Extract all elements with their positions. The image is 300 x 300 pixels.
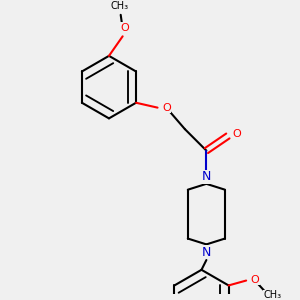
Text: CH₃: CH₃ xyxy=(111,1,129,11)
Text: O: O xyxy=(162,103,171,112)
Text: O: O xyxy=(120,22,129,32)
Text: O: O xyxy=(232,129,241,139)
Text: N: N xyxy=(202,246,211,259)
Text: N: N xyxy=(202,170,211,184)
Text: CH₃: CH₃ xyxy=(263,290,282,300)
Text: O: O xyxy=(250,274,259,285)
